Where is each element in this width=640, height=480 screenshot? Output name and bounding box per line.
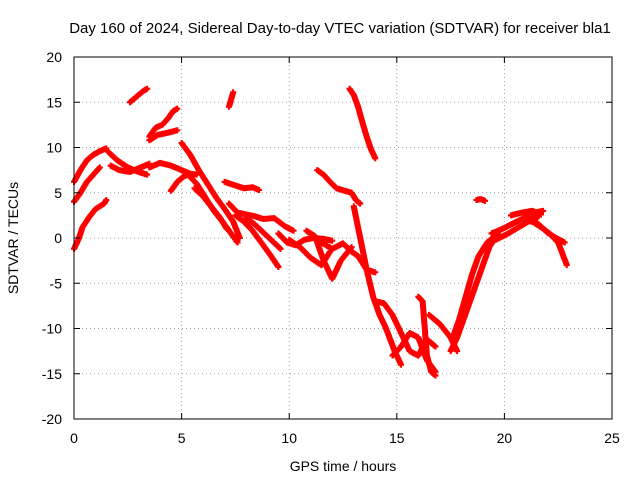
axis-ticks <box>73 56 613 420</box>
series-arc-05 <box>107 160 153 175</box>
y-tick-label: 20 <box>46 49 62 65</box>
y-tick-label: -15 <box>42 366 62 382</box>
data-point-markers <box>225 200 297 234</box>
data-point-markers <box>178 140 243 241</box>
series-arc-13 <box>191 185 230 232</box>
series-arc-23 <box>314 167 364 207</box>
series-arc-16 <box>225 200 297 234</box>
series-arc-08 <box>146 127 181 144</box>
x-tick-label: 0 <box>70 430 78 446</box>
y-tick-label: 10 <box>46 140 62 156</box>
data-point-markers <box>350 203 405 368</box>
data-point-markers <box>71 197 110 252</box>
series-arc-02 <box>71 164 103 205</box>
data-point-markers <box>146 127 181 144</box>
x-tick-label: 20 <box>497 430 513 446</box>
series-arc-06 <box>127 85 151 106</box>
data-point-markers <box>415 293 439 379</box>
series-arc-07 <box>146 105 181 140</box>
series-arc-15 <box>221 178 263 193</box>
data-point-markers <box>146 105 181 140</box>
data-point-markers <box>71 164 103 205</box>
data-point-markers <box>507 207 544 219</box>
series-arc-03 <box>71 197 110 252</box>
series-arc-17 <box>232 212 282 270</box>
x-axis-label: GPS time / hours <box>290 458 397 474</box>
y-tick-label: 15 <box>46 94 62 110</box>
series-arc-30 <box>447 230 501 355</box>
tick-labels: 0 5 10 15 20 25 -20 -15 -10 -5 0 5 10 15 20 <box>42 49 620 446</box>
series-arc-28 <box>415 293 439 379</box>
y-tick-label: -20 <box>42 411 62 427</box>
data-point-markers <box>127 85 151 106</box>
series-arc-32 <box>473 196 488 204</box>
series-arc-24 <box>346 85 379 162</box>
series-arc-25 <box>350 203 405 368</box>
y-tick-label: -10 <box>42 321 62 337</box>
data-point-markers <box>243 215 284 252</box>
data-point-markers <box>447 230 501 355</box>
series-arc-35 <box>507 207 544 219</box>
series-arc-21 <box>303 227 355 282</box>
data-point-markers <box>221 178 263 193</box>
data-point-markers <box>191 185 230 232</box>
data-point-markers <box>449 232 499 341</box>
y-axis-label: SDTVAR / TECUs <box>5 182 21 294</box>
chart-title: Day 160 of 2024, Sidereal Day-to-day VTE… <box>69 20 611 37</box>
y-tick-label: 5 <box>54 185 62 201</box>
data-point-markers <box>232 212 282 270</box>
grid-lines <box>74 57 612 419</box>
series-arc-18 <box>243 215 284 252</box>
data-point-markers <box>473 196 488 204</box>
y-tick-label: 0 <box>54 230 62 246</box>
series-arc-31 <box>449 232 499 341</box>
data-point-markers <box>314 167 364 207</box>
x-tick-label: 25 <box>604 430 620 446</box>
x-tick-label: 5 <box>178 430 186 446</box>
data-point-markers <box>527 215 568 246</box>
series-arc-14 <box>225 89 237 110</box>
y-tick-label: -5 <box>50 275 63 291</box>
data-point-markers <box>107 160 153 175</box>
series-arc-37 <box>527 215 568 246</box>
series-arc-11 <box>178 140 243 241</box>
data-point-markers <box>303 227 355 282</box>
x-tick-label: 10 <box>281 430 297 446</box>
data-point-markers <box>225 89 237 110</box>
x-tick-label: 15 <box>389 430 405 446</box>
data-points <box>71 85 570 379</box>
data-point-markers <box>346 85 379 162</box>
